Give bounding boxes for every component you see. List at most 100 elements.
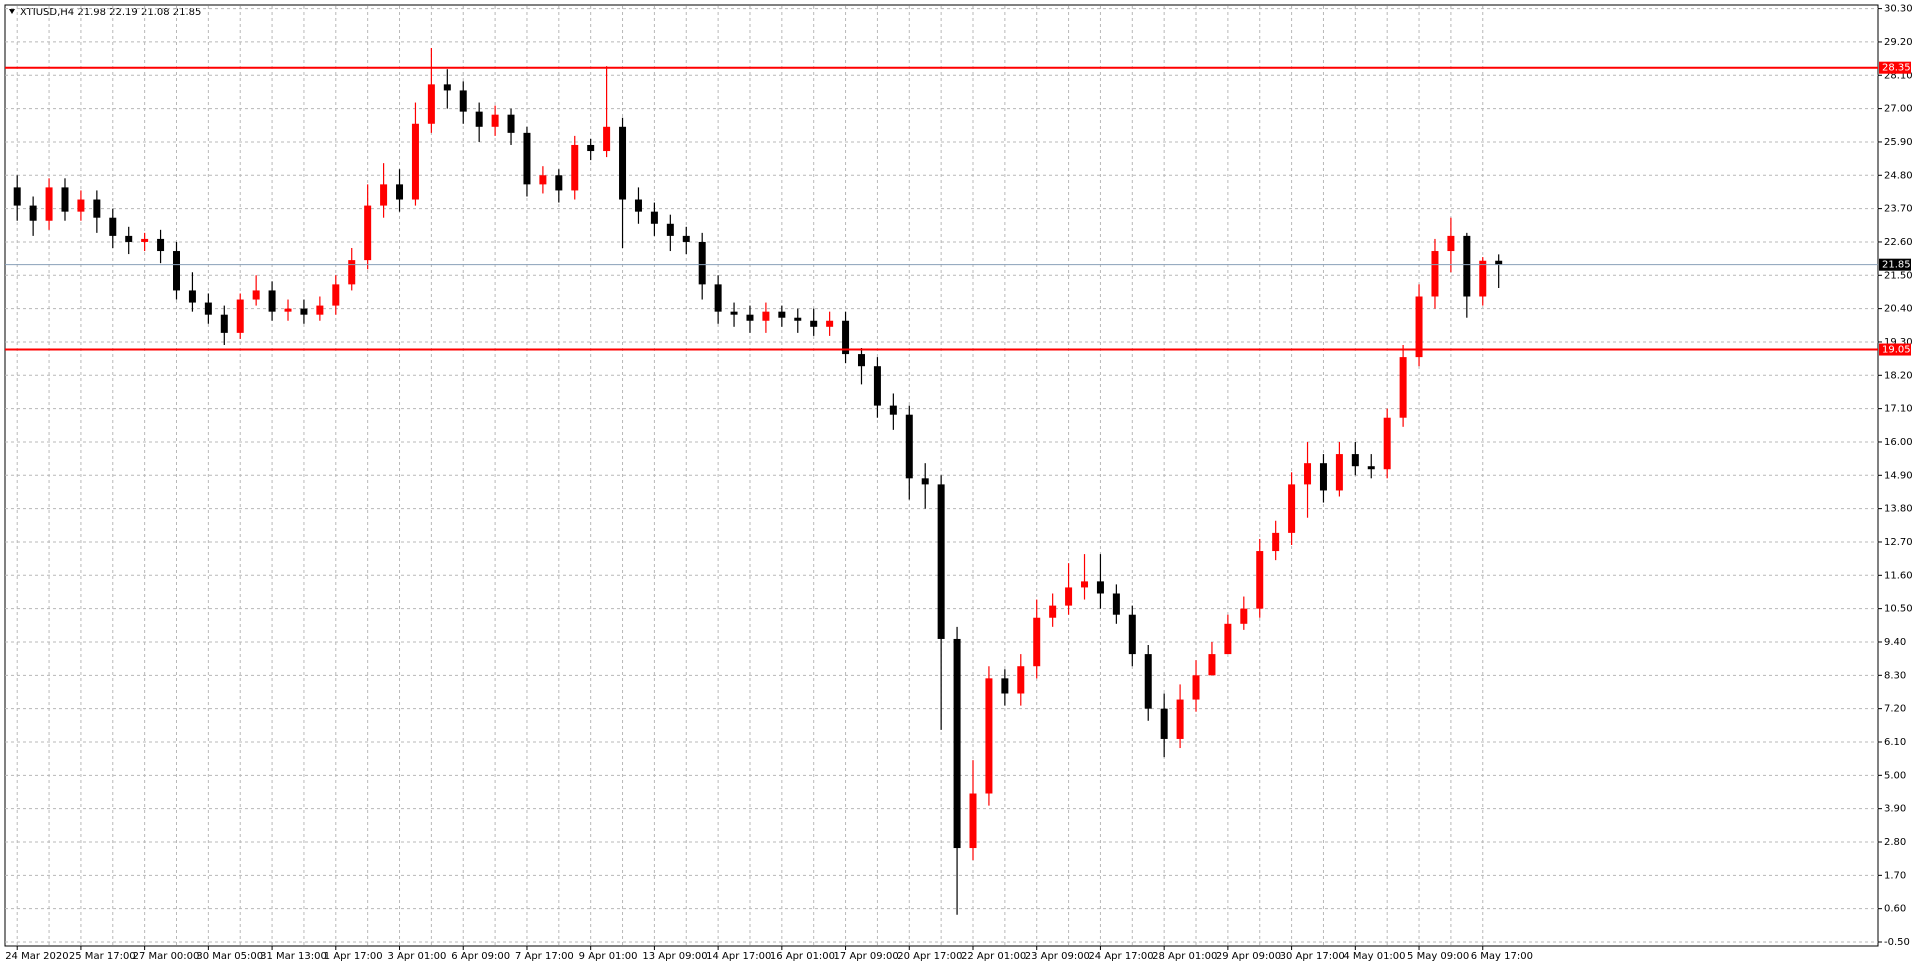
candle-body: [969, 793, 977, 849]
y-tick-label: 25.90: [1884, 137, 1913, 148]
candle-body: [571, 144, 579, 191]
candle-body: [507, 114, 515, 133]
candle-body: [857, 354, 865, 367]
candle-body: [109, 217, 117, 236]
candle-body: [873, 366, 881, 406]
y-tick-label: 30.30: [1884, 4, 1913, 15]
x-tick-label: 31 Mar 13:00: [260, 951, 327, 962]
candle-body: [300, 308, 308, 315]
candle-body: [93, 199, 101, 218]
candle-body: [284, 308, 292, 312]
candle-body: [475, 111, 483, 127]
candle-body: [937, 484, 945, 639]
candle-body: [1288, 484, 1296, 533]
candle-body: [603, 126, 611, 152]
x-tick-label: 27 Mar 00:00: [133, 951, 200, 962]
x-tick-label: 24 Mar 2020: [5, 951, 68, 962]
y-tick-label: 14.90: [1884, 470, 1913, 481]
x-tick-label: 16 Apr 01:00: [770, 951, 835, 962]
y-tick-label: 20.40: [1884, 304, 1913, 315]
candle-body: [204, 302, 212, 315]
candle-body: [1319, 463, 1327, 491]
candle-body: [889, 405, 897, 415]
candle-body: [220, 314, 228, 333]
candle-body: [714, 284, 722, 312]
y-tick-label: 23.70: [1884, 204, 1913, 215]
candle-body: [491, 114, 499, 127]
x-tick-label: 23 Apr 09:00: [1025, 951, 1090, 962]
candle-body: [1367, 466, 1375, 470]
candle-body: [1431, 251, 1439, 297]
candle-body: [1351, 454, 1359, 467]
x-tick-label: 13 Apr 09:00: [642, 951, 707, 962]
x-tick-label: 30 Apr 17:00: [1280, 951, 1345, 962]
x-tick-label: 6 Apr 09:00: [451, 951, 510, 962]
candle-body: [1001, 678, 1009, 694]
candle-body: [77, 199, 85, 212]
candle-body: [364, 205, 372, 261]
candle-body: [1335, 454, 1343, 491]
y-tick-label: 19.30: [1884, 337, 1913, 348]
x-tick-label: 14 Apr 17:00: [706, 951, 771, 962]
candle-body: [348, 260, 356, 285]
x-tick-label: 25 Mar 17:00: [69, 951, 136, 962]
candle-body: [650, 211, 658, 224]
y-tick-label: 17.10: [1884, 404, 1913, 415]
candle-body: [411, 123, 419, 200]
candle-body: [236, 299, 244, 333]
candle-body: [778, 311, 786, 318]
candle-body: [746, 314, 754, 321]
y-tick-label: 22.60: [1884, 237, 1913, 248]
candle-body: [1049, 605, 1057, 618]
x-tick-label: 24 Apr 17:00: [1088, 951, 1153, 962]
candle-body: [1081, 581, 1089, 588]
x-tick-label: 17 Apr 09:00: [834, 951, 899, 962]
candle-body: [1463, 235, 1471, 297]
y-tick-label: 2.80: [1884, 837, 1906, 848]
candle-body: [1415, 296, 1423, 358]
y-tick-label: 12.70: [1884, 537, 1913, 548]
candle-body: [842, 320, 850, 355]
candle-body: [985, 678, 993, 794]
candle-body: [1479, 260, 1487, 297]
candle-body: [188, 290, 196, 303]
x-tick-label: 1 Apr 17:00: [324, 951, 383, 962]
y-tick-label: 6.10: [1884, 737, 1906, 748]
candle-body: [1304, 463, 1312, 485]
candle-body: [619, 126, 627, 200]
candle-body: [61, 187, 69, 212]
chart-title: XTIUSD,H4 21.98 22.19 21.08 21.85: [20, 7, 201, 18]
x-tick-label: 6 May 17:00: [1471, 951, 1533, 962]
candle-body: [45, 187, 53, 221]
candle-body: [1017, 666, 1025, 694]
candle-body: [1495, 260, 1503, 265]
x-tick-label: 29 Apr 09:00: [1216, 951, 1281, 962]
candle-body: [682, 235, 690, 242]
x-tick-label: 28 Apr 01:00: [1152, 951, 1217, 962]
candle-body: [29, 205, 37, 221]
candle-body: [666, 223, 674, 236]
x-tick-label: 9 Apr 01:00: [579, 951, 638, 962]
candle-body: [380, 184, 388, 206]
candle-body: [1240, 608, 1248, 624]
candle-body: [1192, 675, 1200, 700]
price-label: 21.85: [1882, 260, 1911, 271]
candle-body: [1128, 614, 1136, 655]
candle-body: [1447, 235, 1455, 252]
y-tick-label: 24.80: [1884, 170, 1913, 181]
y-tick-label: -0.50: [1884, 937, 1910, 948]
y-tick-label: 27.00: [1884, 104, 1913, 115]
candle-body: [698, 241, 706, 285]
menu-arrow[interactable]: [9, 9, 15, 14]
y-tick-label: 21.50: [1884, 270, 1913, 281]
y-tick-label: 18.20: [1884, 370, 1913, 381]
candle-body: [1112, 593, 1120, 615]
candle-body: [794, 317, 802, 321]
candle-body: [953, 638, 961, 849]
y-tick-label: 0.60: [1884, 904, 1906, 915]
x-tick-label: 4 May 01:00: [1343, 951, 1405, 962]
candle-body: [730, 311, 738, 315]
x-tick-label: 3 Apr 01:00: [388, 951, 447, 962]
candle-body: [1399, 357, 1407, 418]
